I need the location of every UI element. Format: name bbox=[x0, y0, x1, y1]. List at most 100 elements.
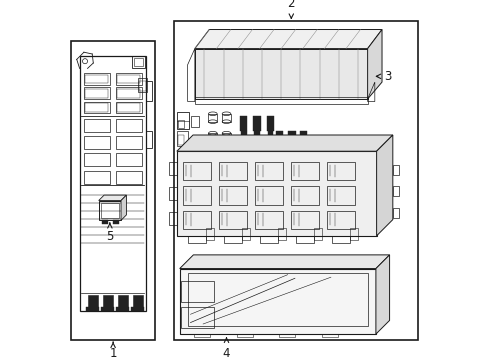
Bar bbox=[138, 78, 146, 92]
Bar bbox=[223, 236, 242, 243]
Bar bbox=[146, 81, 151, 101]
Bar bbox=[131, 307, 144, 311]
Bar bbox=[241, 131, 246, 136]
Bar bbox=[295, 236, 314, 243]
Bar bbox=[71, 41, 155, 340]
Bar bbox=[115, 171, 141, 184]
Bar bbox=[276, 131, 283, 146]
Bar bbox=[291, 211, 319, 229]
Polygon shape bbox=[121, 195, 126, 220]
Bar bbox=[267, 131, 273, 136]
Bar bbox=[168, 162, 177, 175]
Bar bbox=[326, 162, 355, 180]
Bar bbox=[276, 145, 282, 150]
Bar bbox=[85, 75, 108, 83]
Polygon shape bbox=[367, 30, 381, 99]
Bar bbox=[392, 165, 399, 175]
Bar bbox=[99, 201, 121, 220]
Bar bbox=[206, 228, 213, 240]
Bar bbox=[113, 220, 119, 224]
Bar bbox=[236, 334, 252, 337]
Text: 5: 5 bbox=[106, 230, 113, 243]
Bar bbox=[115, 136, 141, 149]
Polygon shape bbox=[194, 30, 381, 49]
Bar bbox=[80, 56, 146, 311]
Bar bbox=[255, 162, 283, 180]
Bar bbox=[177, 135, 183, 145]
Bar bbox=[183, 211, 211, 229]
Bar bbox=[194, 97, 367, 104]
Bar bbox=[259, 236, 278, 243]
Bar bbox=[191, 116, 199, 127]
Bar bbox=[331, 236, 349, 243]
Bar bbox=[291, 186, 319, 205]
Bar bbox=[87, 295, 98, 310]
Bar bbox=[181, 307, 213, 328]
Bar bbox=[255, 211, 283, 229]
Bar bbox=[118, 295, 127, 310]
Bar bbox=[183, 186, 211, 205]
Bar bbox=[219, 186, 247, 205]
Bar bbox=[117, 75, 140, 83]
Bar bbox=[314, 228, 321, 240]
Bar bbox=[278, 228, 285, 240]
Bar bbox=[174, 21, 417, 340]
Bar bbox=[115, 119, 141, 132]
Bar bbox=[84, 102, 110, 113]
Bar bbox=[84, 73, 110, 85]
Bar bbox=[219, 211, 247, 229]
Bar bbox=[85, 103, 108, 112]
Bar bbox=[301, 145, 306, 150]
Polygon shape bbox=[177, 135, 392, 151]
Bar bbox=[84, 171, 110, 184]
Bar bbox=[392, 186, 399, 196]
Bar bbox=[168, 212, 177, 225]
Text: 2: 2 bbox=[287, 0, 294, 10]
Bar bbox=[288, 131, 295, 146]
Bar bbox=[177, 131, 187, 146]
Bar bbox=[255, 186, 283, 205]
Polygon shape bbox=[177, 151, 376, 236]
Bar bbox=[117, 103, 140, 112]
Bar bbox=[84, 87, 110, 99]
Bar bbox=[85, 89, 108, 98]
Bar bbox=[288, 145, 294, 150]
Bar bbox=[133, 295, 142, 310]
Bar bbox=[132, 56, 145, 68]
Polygon shape bbox=[99, 195, 126, 201]
Bar bbox=[187, 273, 367, 326]
Bar bbox=[321, 334, 337, 337]
Polygon shape bbox=[194, 49, 367, 99]
Bar bbox=[139, 81, 145, 91]
Bar bbox=[222, 133, 230, 141]
Text: 3: 3 bbox=[384, 70, 391, 83]
Bar bbox=[102, 220, 108, 224]
Bar bbox=[115, 73, 141, 85]
Bar bbox=[266, 116, 273, 131]
Bar bbox=[84, 136, 110, 149]
Bar bbox=[86, 307, 99, 311]
Bar bbox=[115, 102, 141, 113]
Bar bbox=[326, 186, 355, 205]
Bar bbox=[168, 187, 177, 200]
Bar bbox=[242, 228, 249, 240]
Bar bbox=[208, 133, 217, 141]
Bar bbox=[84, 153, 110, 166]
Bar bbox=[134, 58, 142, 66]
Bar bbox=[240, 116, 247, 131]
Bar bbox=[194, 334, 210, 337]
Bar bbox=[349, 228, 357, 240]
Bar bbox=[222, 114, 230, 122]
Bar bbox=[117, 89, 140, 98]
Bar bbox=[392, 208, 399, 218]
Bar bbox=[101, 203, 119, 218]
Bar bbox=[279, 334, 295, 337]
Polygon shape bbox=[179, 269, 375, 334]
Bar bbox=[115, 153, 141, 166]
Bar bbox=[291, 162, 319, 180]
Text: 4: 4 bbox=[223, 347, 230, 360]
Bar bbox=[146, 131, 151, 148]
Bar bbox=[208, 114, 217, 122]
Bar bbox=[101, 307, 114, 311]
Bar bbox=[177, 120, 183, 128]
